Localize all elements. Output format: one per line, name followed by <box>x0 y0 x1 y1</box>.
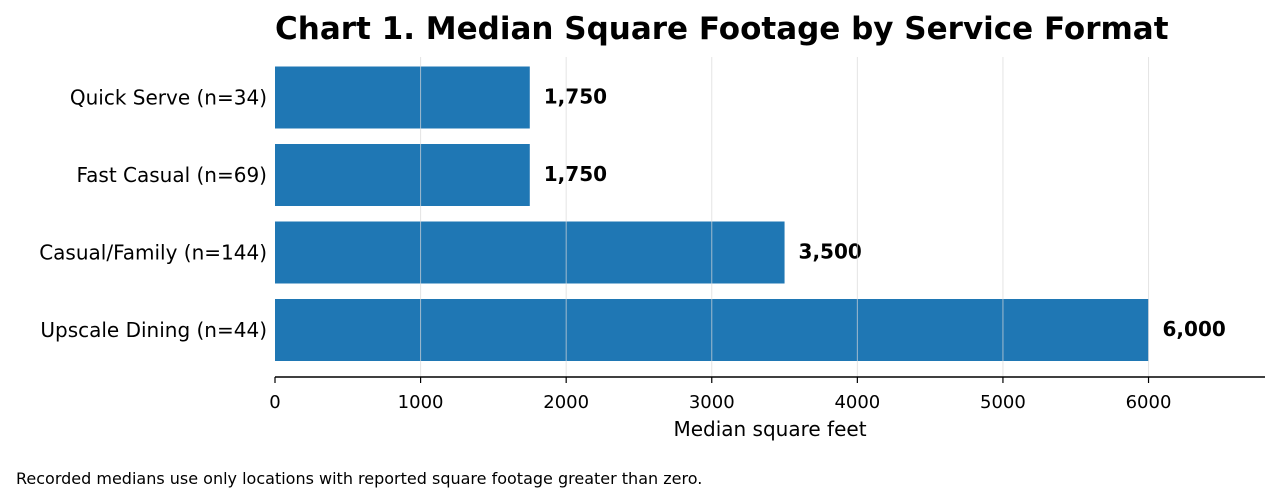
y-tick-label: Fast Casual (n=69) <box>76 163 267 187</box>
chart-title: Chart 1. Median Square Footage by Servic… <box>275 11 1169 47</box>
data-label: 1,750 <box>544 162 607 186</box>
bar <box>275 144 530 206</box>
x-tick-label: 3000 <box>689 392 735 413</box>
data-label: 3,500 <box>799 240 862 264</box>
y-tick-label: Casual/Family (n=144) <box>39 241 267 265</box>
x-tick-label: 2000 <box>543 392 589 413</box>
data-label: 1,750 <box>544 85 607 109</box>
x-tick-label: 6000 <box>1126 392 1172 413</box>
x-tick-label: 1000 <box>398 392 444 413</box>
data-label: 6,000 <box>1163 317 1226 341</box>
bar <box>275 221 785 284</box>
x-tick-label: 4000 <box>834 392 880 413</box>
x-tick-label: 0 <box>269 392 280 413</box>
bar <box>275 66 530 129</box>
bars: 1,750 1,750 3,500 6,000 <box>275 57 1226 377</box>
y-tick-label: Quick Serve (n=34) <box>70 86 267 110</box>
footnote: Recorded medians use only locations with… <box>16 469 703 488</box>
x-tick-label: 5000 <box>980 392 1026 413</box>
x-axis: Quick Serve (n=34) Fast Casual (n=69) Casu… <box>39 86 1265 413</box>
y-tick-label: Upscale Dining (n=44) <box>40 318 267 342</box>
x-axis-label: Median square feet <box>673 417 866 441</box>
